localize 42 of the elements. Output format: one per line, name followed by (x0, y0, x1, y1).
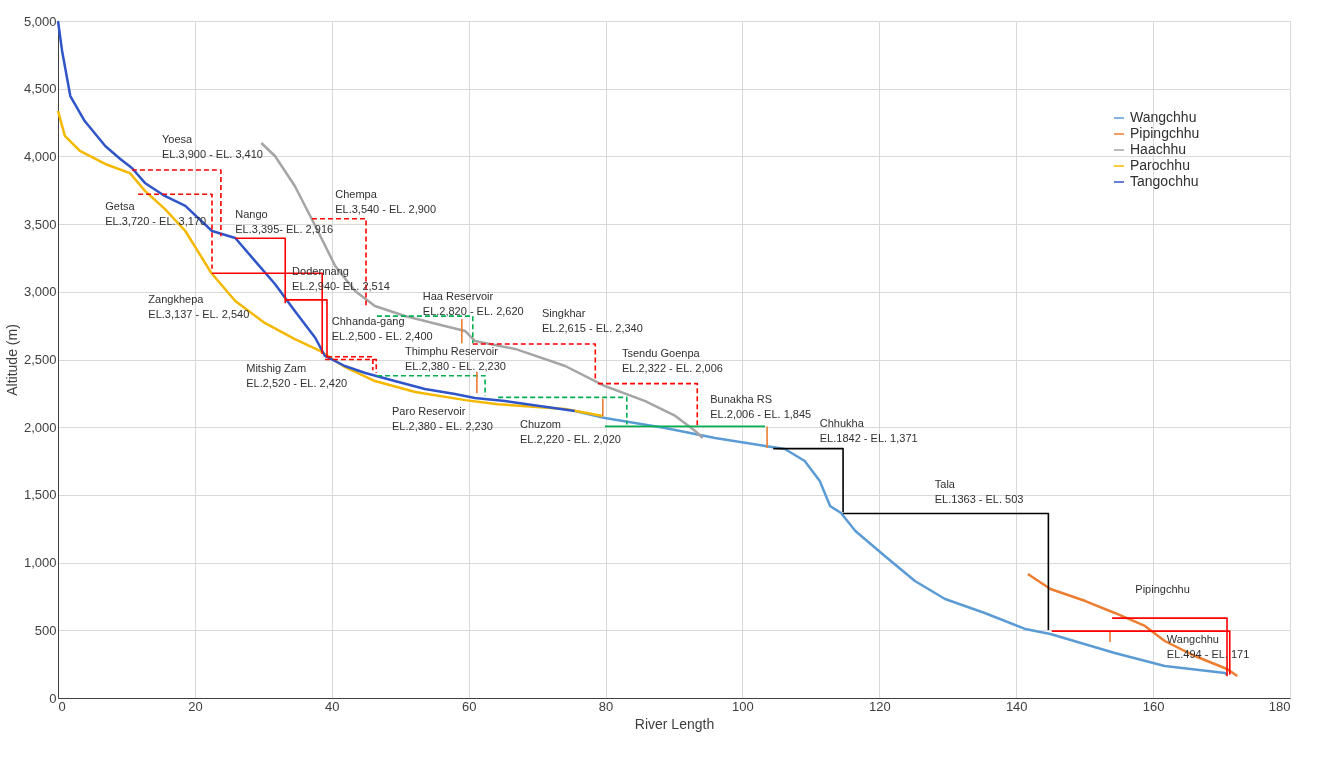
x-tick-label: 140 (1005, 698, 1028, 714)
annotation: Pipingchhu (1135, 582, 1190, 595)
annotation: Paro Reservoir EL.2,380 - EL. 2,230 (392, 404, 493, 432)
y-axis-title: Altitude (m) (3, 324, 20, 396)
y-tick-label: 2,500 (23, 352, 57, 367)
legend-label: Pipingchhu (1130, 125, 1200, 141)
annotation: Yoesa EL.3,900 - EL. 3,410 (162, 133, 263, 161)
x-tick-label: 40 (325, 698, 340, 714)
annotation: Thimphu Reservoir EL.2,380 - EL. 2,230 (405, 344, 506, 372)
y-tick-label: 4,000 (23, 148, 57, 164)
annotation: Chempa EL.3,540 - EL. 2,900 (335, 188, 437, 216)
x-tick-label: 80 (598, 698, 614, 714)
legend-label: Tangochhu (1130, 173, 1199, 189)
x-tick-label: 60 (461, 698, 477, 714)
y-tick-label: 1,000 (23, 555, 57, 571)
x-tick-label: 20 (188, 698, 203, 714)
legend-label: Wangchhu (1130, 109, 1197, 125)
annotation: Singkhar EL.2,615 - EL. 2,340 (541, 307, 643, 335)
y-tick-label: 3,000 (23, 284, 57, 300)
annotation: Mitshig Zam EL.2,520 - EL. 2,420 (246, 362, 348, 390)
annotation: Tala EL.1363 - EL. 503 (934, 478, 1024, 506)
y-tick-label: 4,500 (23, 81, 57, 97)
legend-label: Haachhu (1130, 141, 1187, 157)
annotation: Bunakha RS EL.2,006 - EL. 1,845 (710, 393, 812, 421)
annotation: Haa Reservoir EL.2,820 - EL. 2,620 (422, 289, 524, 317)
annotation: Chhukha EL.1842 - EL. 1,371 (819, 416, 918, 444)
x-tick-label: 180 (1268, 698, 1291, 714)
y-tick-label: 5,000 (23, 13, 57, 29)
x-tick-label: 120 (868, 698, 891, 714)
annotation: Nango EL.3,395- EL. 2,916 (235, 207, 334, 235)
x-tick-label: 100 (732, 698, 754, 714)
y-tick-label: 500 (34, 622, 57, 638)
y-tick-label: 2,000 (23, 419, 57, 435)
annotation: Zangkhepa EL.3,137 - EL. 2,540 (148, 292, 250, 320)
y-tick-label: 3,500 (23, 216, 57, 232)
annotation: Chuzom EL.2,220 - EL. 2,020 (520, 417, 621, 445)
annotation: Chhanda-gang EL.2,500 - EL. 2,400 (331, 315, 433, 343)
y-tick-label: 1,500 (23, 487, 57, 503)
legend-label: Parochhu (1130, 157, 1190, 173)
x-tick-label: 160 (1142, 698, 1165, 714)
x-axis-title: River Length (634, 715, 715, 732)
annotation: Tsendu Goenpa EL.2,322 - EL. 2,006 (621, 346, 723, 374)
